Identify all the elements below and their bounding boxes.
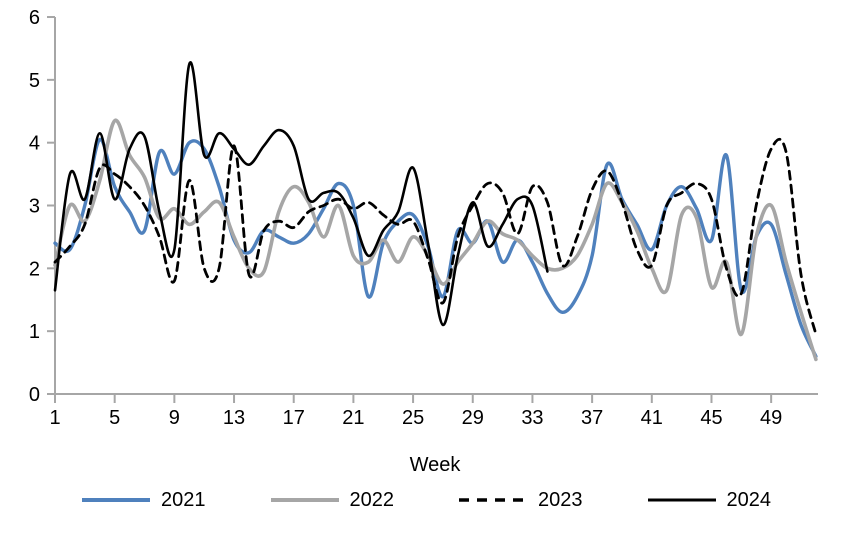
y-tick-label: 0 xyxy=(29,384,40,406)
legend-item-2023: 2023 xyxy=(458,490,583,510)
y-tick-label: 5 xyxy=(29,70,40,92)
x-tick-label: 49 xyxy=(760,407,782,429)
x-tick-label: 21 xyxy=(342,407,364,429)
x-tick-label: 33 xyxy=(521,407,543,429)
legend-label-2024: 2024 xyxy=(726,489,772,511)
x-tick-label: 41 xyxy=(641,407,663,429)
x-tick-label: 25 xyxy=(402,407,424,429)
x-tick-label: 29 xyxy=(462,407,484,429)
legend-label-2023: 2023 xyxy=(538,489,583,511)
x-tick-label: 45 xyxy=(700,407,722,429)
legend-swatch-2024-line xyxy=(647,498,716,502)
x-tick-label: 5 xyxy=(109,407,120,429)
x-axis-title: Week xyxy=(410,454,462,476)
x-tick-label: 13 xyxy=(223,407,245,429)
series-layer xyxy=(53,61,818,362)
legend-swatch-2021-line xyxy=(82,498,150,502)
x-tick-label: 9 xyxy=(169,407,180,429)
series-line-2024 xyxy=(53,61,549,327)
legend-label-2021: 2021 xyxy=(161,489,206,511)
legend-item-2021: 2021 xyxy=(81,490,206,510)
legend-label-2022: 2022 xyxy=(349,489,395,511)
chart-legend: 2021 2022 2023 2024 xyxy=(0,490,852,510)
legend-swatch-2023-dashed-line xyxy=(459,498,527,502)
y-tick-label: 3 xyxy=(29,196,40,218)
x-tick-label: 17 xyxy=(283,407,305,429)
y-tick-label: 2 xyxy=(29,258,40,280)
series-line-2023 xyxy=(53,137,818,336)
legend-item-2024: 2024 xyxy=(647,489,772,511)
x-tick-label: 1 xyxy=(49,407,60,429)
series-line-2022 xyxy=(53,118,818,362)
y-tick-label: 6 xyxy=(29,7,40,29)
legend-swatch-2022-line xyxy=(270,498,339,502)
y-tick-label: 1 xyxy=(29,321,40,343)
x-tick-label: 37 xyxy=(581,407,603,429)
legend-item-2022: 2022 xyxy=(270,489,395,511)
y-tick-label: 4 xyxy=(29,133,40,155)
